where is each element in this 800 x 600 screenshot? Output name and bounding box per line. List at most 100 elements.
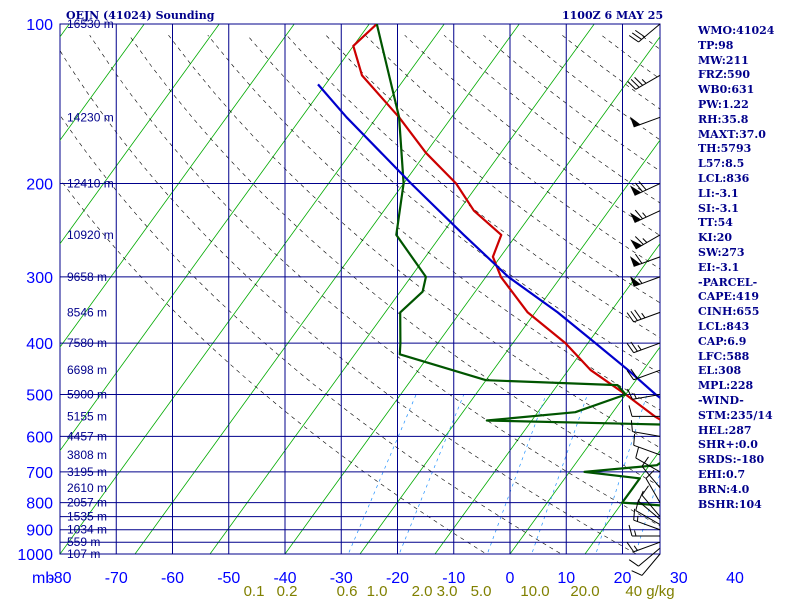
wind-barb-flag xyxy=(634,182,643,192)
wind-barb-pennant xyxy=(629,185,642,196)
wind-barb-flag xyxy=(627,80,637,90)
height-label: 7580 m xyxy=(67,336,107,350)
pressure-tick-label: 500 xyxy=(26,387,53,404)
index-item: LCL:836 xyxy=(698,171,750,185)
plot-area xyxy=(59,23,661,555)
wind-barb xyxy=(635,499,661,526)
wind-barb-flag xyxy=(626,343,635,353)
chart-title: OEJN (41024) Sounding xyxy=(66,9,215,22)
dry-adiabat-lines xyxy=(60,34,660,554)
wind-barb xyxy=(628,547,661,567)
temperature-tick-label: -20 xyxy=(386,570,409,587)
wind-barb-shaft xyxy=(633,342,661,354)
wind-barb-half-flag xyxy=(633,393,637,399)
index-item: TH:5793 xyxy=(698,142,752,156)
height-label: 6698 m xyxy=(67,363,107,377)
height-label: 5900 m xyxy=(67,387,107,401)
temperature-tick-label: 0 xyxy=(506,570,515,587)
index-item: LI:-3.1 xyxy=(698,186,739,200)
wind-barb-flag xyxy=(634,309,642,320)
wind-barb-flag xyxy=(630,420,633,432)
height-label: 3808 m xyxy=(67,448,107,462)
index-item: MW:211 xyxy=(698,53,749,67)
isotherm-line xyxy=(60,24,445,554)
isotherm-line xyxy=(509,346,660,554)
parcel-line xyxy=(317,83,660,400)
wind-barb-flag xyxy=(628,524,633,537)
height-label: 9658 m xyxy=(67,270,107,284)
index-item: -PARCEL- xyxy=(698,275,758,289)
height-label: 1034 m xyxy=(67,523,107,537)
wind-barb xyxy=(626,341,661,354)
index-item: -WIND- xyxy=(698,393,744,407)
wind-barb xyxy=(628,524,660,537)
wind-barb-flag xyxy=(630,341,638,352)
dry-adiabat-line xyxy=(60,178,487,554)
index-item: SHR+:0.0 xyxy=(698,438,758,452)
isotherm-line xyxy=(584,449,660,554)
wind-barb-shaft xyxy=(641,466,661,489)
wind-barb-flag xyxy=(633,508,636,521)
wind-barb-flag xyxy=(641,456,649,467)
dry-adiabat-line xyxy=(246,35,660,374)
height-label: 10920 m xyxy=(67,228,114,242)
wind-barb-shaft xyxy=(645,478,661,503)
wind-barb xyxy=(631,553,661,576)
wind-barb-half-flag xyxy=(638,278,643,284)
mixing-ratio-label: 0.2 xyxy=(277,583,298,600)
height-label: 16530 m xyxy=(67,17,114,31)
wind-barb-shaft xyxy=(635,74,661,90)
isotherm-line xyxy=(0,12,3,565)
isotherm-line xyxy=(60,24,220,245)
index-item: RH:35.8 xyxy=(698,112,749,126)
mixing-ratio-line xyxy=(398,394,465,554)
isotherm-line xyxy=(60,24,370,452)
index-item: EL:308 xyxy=(698,364,742,378)
index-item: FRZ:590 xyxy=(698,68,751,82)
stability-indices-list: WMO:41024 TP:98 MW:211 FRZ:590 WB0:631 PW:1.2… xyxy=(698,24,774,512)
index-item: CINH:655 xyxy=(698,305,760,319)
wind-barb-shaft xyxy=(633,541,661,553)
wind-barb-half-flag xyxy=(642,238,648,243)
index-item: MPL:228 xyxy=(698,379,754,393)
wind-barb xyxy=(630,234,661,250)
wind-barb-flag xyxy=(628,559,639,567)
wind-barb-flag xyxy=(626,370,635,381)
wind-barb-flag xyxy=(626,312,635,323)
dry-adiabat-line xyxy=(89,35,660,527)
wind-barb-half-flag xyxy=(633,545,638,551)
wind-barb-shaft xyxy=(633,276,661,287)
wind-barb xyxy=(633,433,661,456)
height-label: 559 m xyxy=(67,535,100,549)
wind-barb-shaft xyxy=(638,547,661,567)
mixing-ratio-label: 0.1 xyxy=(244,583,265,600)
height-label: 12410 m xyxy=(67,177,114,191)
pressure-tick-label: 800 xyxy=(26,496,53,513)
wind-barb-pennant xyxy=(629,276,641,287)
mixing-ratio-line xyxy=(531,394,588,554)
index-item: WMO:41024 xyxy=(698,24,775,37)
isotherm-line xyxy=(134,24,520,554)
wind-barb-half-flag xyxy=(641,78,647,84)
wind-barb-flag xyxy=(631,570,643,576)
temperature-tick-label: -70 xyxy=(105,570,128,587)
temperature-tick-label: -30 xyxy=(330,570,353,587)
wind-barb xyxy=(645,469,661,503)
sounding-series xyxy=(317,24,660,507)
wind-barb xyxy=(629,180,661,196)
index-item: HEL:287 xyxy=(698,423,752,437)
vertical-grid-lines xyxy=(115,24,623,554)
wind-barb-flag xyxy=(634,253,643,264)
wind-barb-shaft xyxy=(635,457,661,473)
y-axis-unit-label: mb xyxy=(32,570,54,587)
wind-barb xyxy=(626,309,661,323)
mixing-ratio-line xyxy=(635,472,660,554)
wind-barb xyxy=(633,508,661,531)
pressure-tick-label: 700 xyxy=(26,465,53,482)
height-label: 107 m xyxy=(67,547,100,561)
wind-barb-shaft xyxy=(633,311,661,323)
wind-barb xyxy=(628,405,660,417)
wind-barb xyxy=(626,368,661,381)
temperature-tick-label: 40 xyxy=(726,570,744,587)
index-item: BRN:4.0 xyxy=(698,482,750,496)
